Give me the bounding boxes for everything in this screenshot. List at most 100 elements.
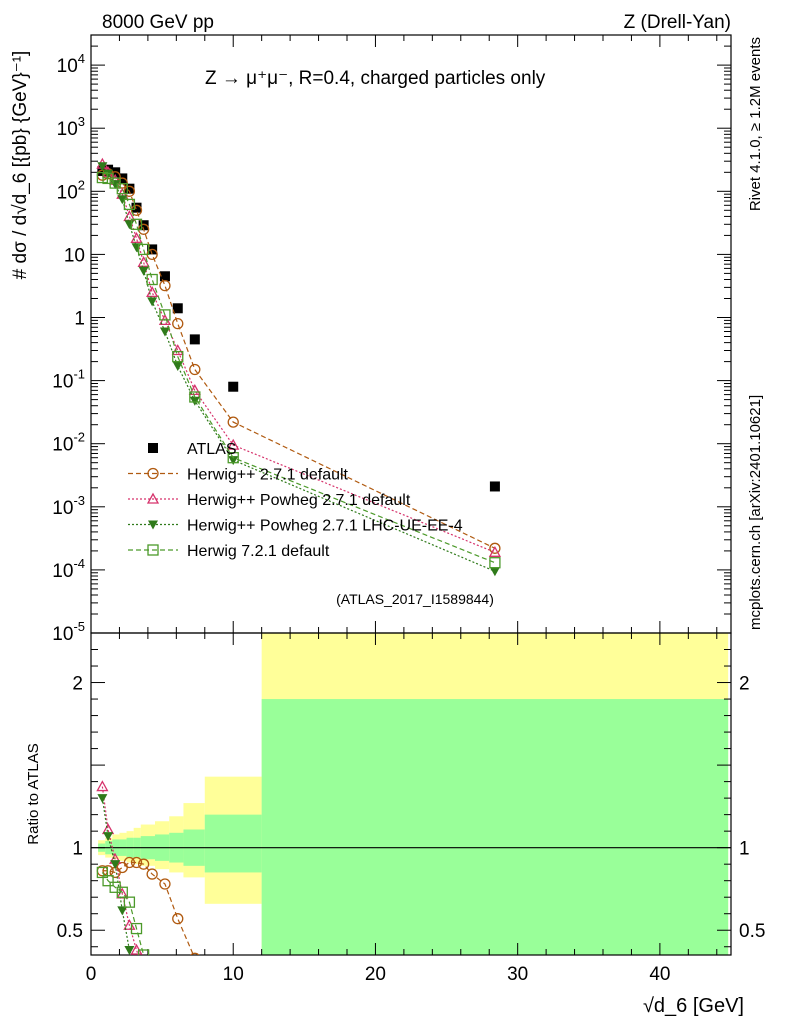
- data-point-atlas: [228, 381, 239, 392]
- data-point-herwig-powheg-2-7-1-lhc-ue-ee-4: [159, 327, 170, 337]
- ratio-point-herwig-7-2-1-default: [228, 991, 238, 1001]
- ratio-plot-frame: [90, 632, 732, 956]
- ratio-axis-title: Ratio to ATLAS: [25, 743, 42, 844]
- ratio-point-herwig-7-2-1-default: [116, 886, 128, 898]
- data-point-herwig-7-2-1-default: [146, 273, 158, 286]
- ratio-point-herwig-powheg-2-7-1-lhc-ue-ee-4: [228, 992, 238, 1001]
- data-point-herwig-powheg-2-7-1-lhc-ue-ee-4: [489, 567, 500, 577]
- data-point-herwig-powheg-2-7-1-default: [171, 344, 184, 356]
- data-point-herwig-7-2-1-default: [172, 350, 184, 363]
- ratio-point-herwig-7-2-1-default: [130, 922, 143, 935]
- main-series: [96, 157, 502, 577]
- data-point-herwig-2-7-1-default: [130, 204, 143, 216]
- data-point-herwig-2-7-1-default: [123, 185, 136, 197]
- ratio-point-herwig-2-7-1-default: [190, 952, 200, 955]
- data-point-herwig-2-7-1-default: [227, 416, 239, 428]
- ratio-point-herwig-powheg-2-7-1-lhc-ue-ee-4: [132, 968, 142, 977]
- data-point-herwig-2-7-1-default: [159, 279, 171, 292]
- data-point-atlas: [124, 183, 135, 194]
- y-tick-label: 103: [57, 114, 85, 140]
- y-tick-label: 104: [57, 51, 85, 77]
- ratio-point-herwig-powheg-2-7-1-default: [147, 973, 157, 982]
- ratio-point-herwig-powheg-2-7-1-default: [160, 975, 170, 984]
- data-point-herwig-powheg-2-7-1-lhc-ue-ee-4: [97, 162, 108, 172]
- stat-band-bin: [261, 699, 729, 955]
- y-tick-label: 10: [64, 245, 85, 266]
- x-tick-label: 40: [649, 964, 670, 985]
- ratio-point-herwig-powheg-2-7-1-default: [190, 981, 200, 990]
- ratio-point-herwig-2-7-1-default: [172, 913, 184, 925]
- ratio-point-herwig-2-7-1-default: [146, 868, 158, 880]
- ratio-point-herwig-powheg-2-7-1-lhc-ue-ee-4: [160, 979, 170, 988]
- process-label: Z (Drell-Yan): [624, 12, 731, 33]
- ratio-point-herwig-powheg-2-7-1-default: [96, 780, 109, 792]
- data-point-herwig-7-2-1-default: [137, 243, 150, 256]
- y-axis-title: # dσ / d√d_6 [{pb} {GeV}⁻¹]: [10, 51, 31, 280]
- data-point-herwig-7-2-1-default: [489, 557, 501, 569]
- data-point-herwig-7-2-1-default: [189, 391, 201, 403]
- ratio-line-herwig-2-7-1-default: [102, 861, 195, 955]
- ratio-point-herwig-powheg-2-7-1-lhc-ue-ee-4: [147, 977, 157, 986]
- data-point-herwig-2-7-1-default: [172, 317, 184, 330]
- legend: ATLAS Herwig++ 2.7.1 default Herwig++ Powh…: [128, 441, 463, 560]
- data-point-atlas: [489, 481, 500, 492]
- ratio-point-herwig-7-2-1-default: [190, 983, 200, 993]
- ratio-series: [96, 780, 238, 1001]
- ratio-point-herwig-7-2-1-default: [137, 949, 150, 955]
- data-point-herwig-powheg-2-7-1-lhc-ue-ee-4: [138, 266, 149, 276]
- y-tick-label: 10-3: [52, 493, 85, 519]
- x-tick-label: 30: [507, 964, 528, 985]
- stat-uncertainty-band: [98, 699, 729, 955]
- ratio-point-herwig-7-2-1-default: [102, 875, 114, 887]
- ratio-point-herwig-powheg-2-7-1-default: [139, 965, 149, 974]
- data-point-atlas: [159, 271, 170, 282]
- legend-marker-herwig-powheg-2-7-1-lhc-ue-ee-4: [148, 520, 158, 530]
- ratio-point-herwig-7-2-1-default: [123, 896, 136, 908]
- ratio-point-herwig-powheg-2-7-1-lhc-ue-ee-4: [173, 981, 183, 990]
- ratio-point-herwig-powheg-2-7-1-lhc-ue-ee-4: [124, 946, 135, 955]
- ratio-line-herwig-powheg-2-7-1-default: [101, 786, 139, 955]
- y-tick-label: 10-1: [52, 367, 85, 393]
- mcplots-label: mcplots.cern.ch [arXiv:2401.10621]: [747, 395, 764, 630]
- data-point-herwig-powheg-2-7-1-default: [130, 231, 143, 243]
- ratio-tick-label-right: 1: [739, 839, 750, 860]
- data-point-herwig-7-2-1-default: [116, 183, 128, 195]
- legend-label-herwig-7-2-1-default: Herwig 7.2.1 default: [187, 543, 330, 560]
- ratio-point-herwig-2-7-1-default: [123, 856, 136, 869]
- ratio-point-herwig-2-7-1-default: [116, 861, 128, 874]
- ratio-point-herwig-7-2-1-default: [160, 971, 170, 981]
- ratio-point-herwig-7-2-1-default: [147, 965, 157, 975]
- ratio-tick-label-right: 2: [739, 674, 750, 695]
- ratio-point-herwig-7-2-1-default: [173, 976, 183, 986]
- data-point-herwig-powheg-2-7-1-lhc-ue-ee-4: [117, 195, 128, 205]
- data-point-herwig-powheg-2-7-1-default: [146, 286, 159, 298]
- ratio-tick-label-right: 0.5: [739, 921, 765, 942]
- y-tick-label: 10-4: [52, 556, 85, 582]
- legend-marker-herwig-7-2-1-default: [147, 544, 159, 556]
- y-tick-label: 10-5: [52, 619, 85, 645]
- x-axis-title: √d_6 [GeV]: [643, 995, 744, 1017]
- data-point-atlas: [138, 220, 149, 231]
- legend-marker-atlas: [148, 443, 158, 453]
- legend-marker-herwig-2-7-1-default: [147, 467, 159, 480]
- ratio-point-herwig-2-7-1-default: [130, 856, 143, 869]
- data-point-herwig-7-2-1-default: [123, 198, 136, 211]
- data-point-atlas: [131, 202, 142, 213]
- stat-band-bin: [204, 814, 262, 873]
- data-point-herwig-7-2-1-default: [159, 309, 171, 321]
- x-axis: 0 10 20 30 40: [86, 35, 718, 985]
- data-point-atlas: [189, 334, 200, 345]
- data-point-herwig-7-2-1-default: [96, 171, 109, 184]
- data-point-herwig-powheg-2-7-1-default: [227, 438, 240, 450]
- data-point-herwig-powheg-2-7-1-lhc-ue-ee-4: [228, 456, 239, 466]
- x-tick-label: 0: [86, 964, 97, 985]
- ratio-tick-label: 0.5: [57, 921, 83, 942]
- data-point-herwig-7-2-1-default: [227, 452, 239, 464]
- chart-title: Z → μ⁺μ⁻, R=0.4, charged particles only: [205, 68, 546, 89]
- x-tick-label: 10: [223, 964, 244, 985]
- ratio-point-herwig-powheg-2-7-1-lhc-ue-ee-4: [110, 860, 121, 870]
- data-point-herwig-2-7-1-default: [189, 363, 201, 376]
- ratio-point-herwig-powheg-2-7-1-default: [173, 973, 183, 982]
- main-y-axis: 10-5 10-4 10-3 10-2 10-1 1 10 102 103 104: [52, 34, 731, 645]
